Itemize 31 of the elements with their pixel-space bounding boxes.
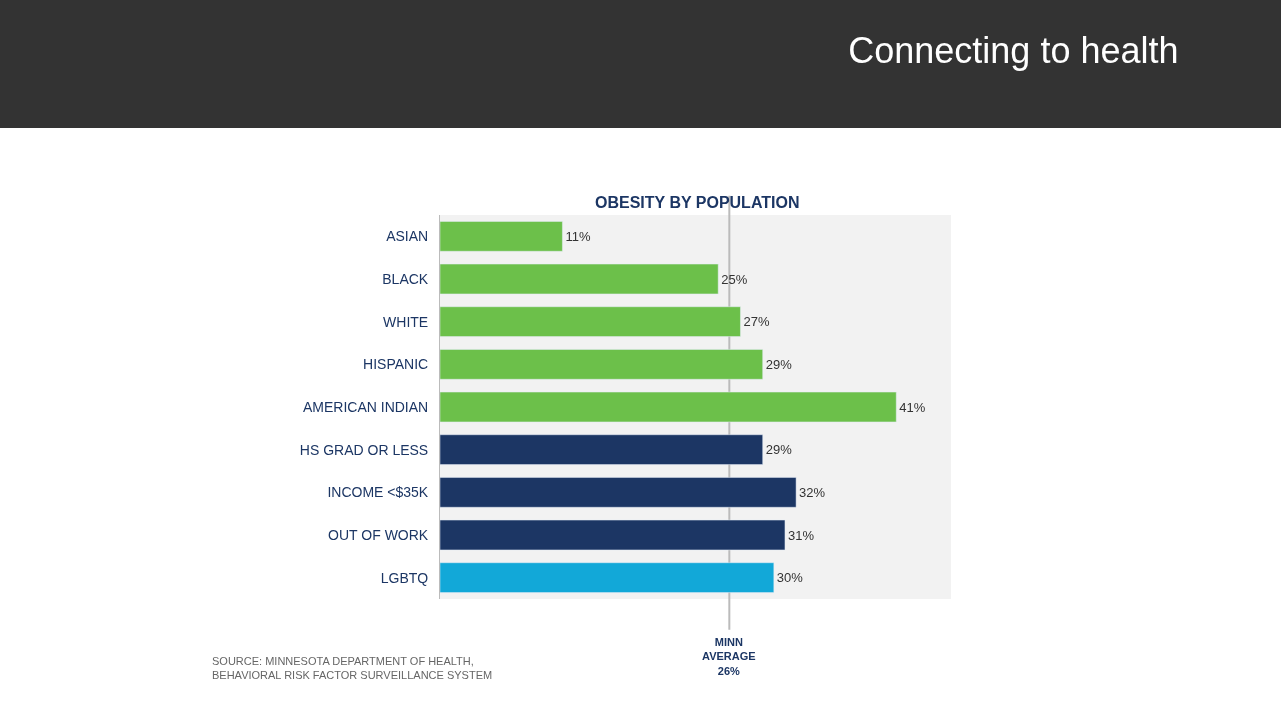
bar [440, 434, 763, 465]
bar [440, 349, 763, 380]
y-tick-label: AMERICAN INDIAN [302, 398, 429, 415]
y-tick-label: WHITE [383, 313, 429, 330]
data-label: 11% [565, 228, 591, 244]
data-label: 30% [776, 570, 804, 586]
text: Connecting to health [848, 29, 1179, 71]
bar [440, 306, 741, 337]
data-label: 25% [721, 271, 748, 287]
y-tick-label: INCOME <$35K [327, 484, 429, 501]
bar [440, 519, 786, 551]
source-note: SOURCE: MINNESOTA DEPARTMENT OF HEALTH, BEHAVIORAL RISK FACTOR SURVEILLANCE SYSTEM [212, 655, 493, 682]
data-label: 29% [765, 442, 793, 458]
y-tick-label: BLACK [382, 270, 429, 287]
data-label: 41% [899, 399, 926, 415]
data-label: 29% [765, 356, 793, 372]
data-label: 31% [787, 527, 815, 543]
bar [440, 221, 563, 252]
y-tick-label: LGBTQ [380, 569, 429, 586]
bar [440, 263, 719, 295]
y-tick-label: HISPANIC [363, 356, 429, 373]
chart-subtitle: OBESITY BY POPULATION [595, 194, 800, 211]
bar [440, 391, 897, 423]
data-label: 27% [743, 314, 770, 330]
y-tick-label: OUT OF WORK [328, 526, 429, 543]
y-tick-label: ASIAN [386, 228, 429, 245]
data-label: 32% [799, 484, 826, 500]
bar [440, 477, 797, 508]
y-tick-label: HS GRAD OR LESS [299, 441, 429, 458]
bar [440, 562, 775, 593]
ref-line-label: MINN AVERAGE 26% [702, 636, 756, 677]
